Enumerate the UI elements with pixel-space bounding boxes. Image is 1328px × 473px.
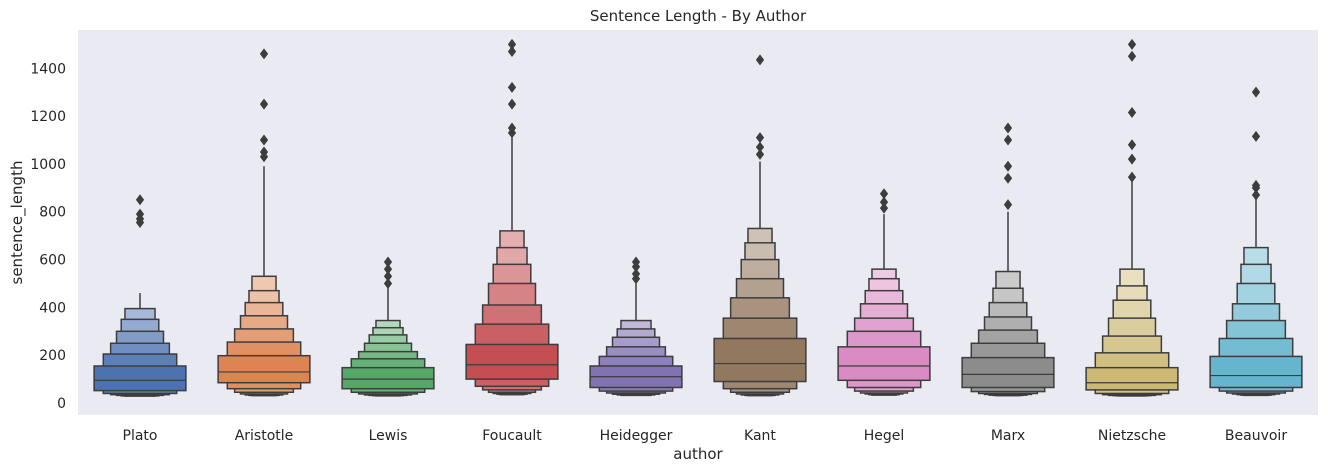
boxen-aristotle (217, 48, 311, 397)
outlier-nietzsche-3 (1127, 139, 1137, 151)
y-tick-label: 600 (39, 253, 66, 269)
boxen-heidegger (589, 256, 683, 397)
outlier-kant-1 (755, 148, 765, 160)
box-level-1-hegel (837, 346, 931, 382)
x-tick-label-hegel: Hegel (864, 428, 905, 444)
outlier-plato-3 (135, 208, 145, 220)
boxen-lewis (341, 256, 435, 397)
outlier-aristotle-2 (259, 146, 269, 158)
outlier-lewis-2 (383, 270, 393, 282)
outlier-marx-5 (1003, 122, 1013, 134)
y-tick-label: 1200 (30, 109, 66, 125)
outlier-nietzsche-5 (1127, 50, 1137, 62)
outlier-aristotle-4 (259, 98, 269, 110)
box-level-1-nietzsche (1085, 366, 1179, 391)
x-tick-label-nietzsche: Nietzsche (1098, 428, 1166, 444)
x-tick-label-beauvoir: Beauvoir (1225, 428, 1287, 444)
box-level-1-beauvoir (1209, 355, 1303, 389)
box-level-1-aristotle (217, 354, 311, 384)
outlier-nietzsche-4 (1127, 107, 1137, 118)
outlier-aristotle-5 (259, 48, 269, 60)
outlier-hegel-1 (879, 202, 889, 214)
outlier-foucault-4 (507, 81, 517, 93)
outlier-heidegger-4 (631, 256, 641, 268)
outlier-beauvoir-3 (1251, 179, 1261, 191)
outlier-foucault-5 (507, 46, 517, 58)
y-tick-label: 1000 (30, 157, 66, 173)
y-tick-label: 200 (39, 348, 66, 364)
outlier-aristotle-3 (259, 134, 269, 146)
box-level-1-foucault (465, 343, 559, 380)
chart-title: Sentence Length - By Author (590, 7, 807, 25)
boxen-nietzsche (1085, 38, 1179, 397)
x-tick-label-plato: Plato (123, 428, 158, 444)
y-tick-label: 0 (57, 396, 66, 412)
outlier-marx-3 (1003, 160, 1013, 172)
outlier-foucault-2 (507, 122, 517, 134)
outlier-nietzsche-6 (1127, 38, 1137, 50)
outlier-kant-4 (755, 54, 765, 66)
x-tick-label-heidegger: Heidegger (600, 428, 673, 444)
boxen-kant (713, 54, 807, 397)
outlier-beauvoir-1 (1251, 189, 1261, 201)
plot-marks (93, 38, 1303, 397)
outlier-lewis-1 (383, 277, 393, 289)
outlier-beauvoir-4 (1251, 130, 1261, 142)
outlier-kant-3 (755, 132, 765, 144)
box-level-1-kant (713, 337, 807, 383)
y-tick-label: 1400 (30, 61, 66, 77)
x-tick-label-aristotle: Aristotle (235, 428, 294, 444)
x-tick-label-kant: Kant (744, 428, 776, 444)
x-tick-label-foucault: Foucault (482, 428, 542, 444)
outlier-nietzsche-1 (1127, 171, 1137, 183)
outlier-lewis-3 (383, 263, 393, 275)
x-axis-label: author (673, 445, 723, 463)
outlier-plato-4 (135, 194, 145, 206)
outlier-heidegger-2 (631, 268, 641, 280)
outlier-marx-4 (1003, 134, 1013, 146)
outlier-beauvoir-5 (1251, 86, 1261, 98)
outlier-foucault-3 (507, 98, 517, 110)
boxen-hegel (837, 188, 931, 396)
outlier-foucault-6 (507, 38, 517, 50)
box-level-1-plato (93, 365, 187, 392)
boxen-plato (93, 194, 187, 397)
outlier-marx-1 (1003, 199, 1013, 211)
x-tick-label-marx: Marx (991, 428, 1025, 444)
outlier-lewis-4 (383, 256, 393, 268)
outlier-kant-2 (755, 141, 765, 153)
y-axis-ticks: 0 200 400 600 800 1000 1200 1400 (30, 61, 66, 412)
boxen-beauvoir (1209, 86, 1303, 397)
y-tick-label: 400 (39, 300, 66, 316)
y-axis-label: sentence_length (8, 161, 27, 285)
box-level-1-marx (961, 356, 1055, 389)
outlier-marx-2 (1003, 172, 1013, 184)
box-level-1-lewis (341, 366, 435, 390)
boxen-foucault (465, 38, 559, 396)
outlier-hegel-2 (879, 196, 889, 208)
outlier-nietzsche-2 (1127, 153, 1137, 165)
x-axis-ticks: Plato Aristotle Lewis Foucault Heidegger Kant… (123, 428, 1288, 444)
outlier-hegel-3 (879, 188, 889, 200)
x-tick-label-lewis: Lewis (369, 428, 408, 444)
y-tick-label: 800 (39, 205, 66, 221)
boxen-marx (961, 122, 1055, 397)
